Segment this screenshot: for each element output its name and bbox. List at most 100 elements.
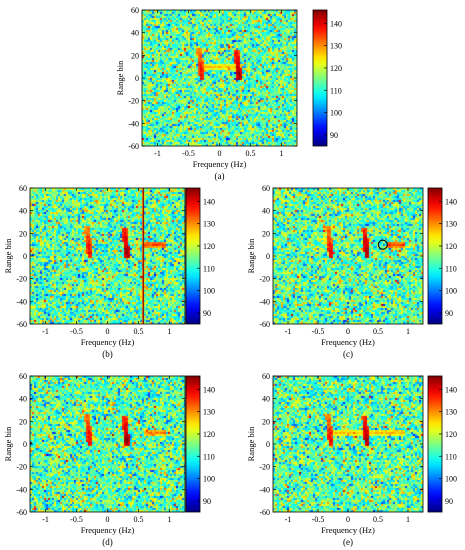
y-tick-label: 60 [262, 184, 270, 193]
y-tick-label: 40 [19, 207, 27, 216]
x-tick-label: 0.5 [373, 515, 383, 524]
y-tick-label: 40 [262, 207, 270, 216]
colorbar-tick-label: 100 [203, 475, 215, 484]
y-tick-label: -40 [16, 297, 27, 306]
colorbar-tick-label: 130 [330, 42, 342, 51]
panel-b: -1 -0.5 0 0.5 1 60 40 20 0 -20 -40 -60 Frequency (Hz… [3, 184, 215, 359]
y-tick-label: -20 [259, 275, 270, 284]
y-tick-label: -60 [16, 508, 27, 517]
x-tick-label: -0.5 [312, 327, 325, 336]
colorbar-tick-label: 120 [203, 242, 215, 251]
x-tick-label: 1 [280, 149, 284, 158]
y-tick-label: 60 [19, 372, 27, 381]
colorbar-tick-label: 120 [445, 242, 457, 251]
colorbar-d [185, 375, 201, 513]
colorbar-tick-label: 140 [203, 197, 215, 206]
colorbar-tick-label: 110 [203, 452, 215, 461]
panel-e: -1 -0.5 0 0.5 1 60 40 20 0 -20 -40 -60 Frequency (Hz… [246, 372, 457, 547]
colorbar-a [312, 9, 328, 147]
colorbar-tick-label: 120 [203, 430, 215, 439]
panel-caption: (d) [102, 537, 113, 547]
circle-marker [377, 239, 388, 250]
colorbar-tick-label: 90 [203, 497, 211, 506]
y-tick-label: 60 [19, 184, 27, 193]
y-tick-label: 0 [23, 252, 27, 261]
colorbar-tick-label: 90 [330, 131, 338, 140]
x-tick-label: -0.5 [312, 515, 325, 524]
x-tick-label: -1 [285, 327, 292, 336]
y-tick-label: 60 [131, 6, 139, 15]
x-tick-label: 0 [106, 327, 110, 336]
y-tick-label: 0 [23, 440, 27, 449]
x-tick-label: 0 [346, 327, 350, 336]
x-tick-label: 0.5 [134, 327, 144, 336]
y-tick-label: 20 [19, 229, 27, 238]
panel-caption: (e) [343, 537, 353, 547]
y-tick-label: 40 [19, 395, 27, 404]
heatmap-image-b [30, 188, 185, 324]
colorbar-tick-label: 140 [445, 385, 457, 394]
x-tick-label: 1 [168, 515, 172, 524]
colorbar-tick-label: 110 [203, 264, 215, 273]
colorbar-tick-label: 130 [203, 408, 215, 417]
x-tick-label: -0.5 [70, 515, 83, 524]
x-axis-label: Frequency (Hz) [81, 337, 135, 347]
y-tick-label: -40 [16, 485, 27, 494]
heatmap-image-d [30, 376, 185, 512]
x-tick-label: -1 [285, 515, 292, 524]
colorbar-tick-label: 100 [330, 109, 342, 118]
panel-caption: (b) [102, 349, 113, 359]
colorbar-tick-label: 140 [330, 19, 342, 28]
panel-a: -1 -0.5 0 0.5 1 60 40 20 0 -20 -40 -60 Frequency (Hz… [115, 6, 342, 181]
colorbar-tick-label: 120 [330, 64, 342, 73]
x-axis-label: Frequency (Hz) [81, 525, 135, 535]
y-axis-label: Range bin [3, 238, 13, 273]
y-tick-label: 20 [19, 417, 27, 426]
x-tick-label: 0 [218, 149, 222, 158]
y-axis-label: Range bin [115, 60, 125, 95]
colorbar-tick-label: 140 [203, 385, 215, 394]
x-tick-label: -1 [154, 149, 161, 158]
colorbar-tick-label: 100 [203, 287, 215, 296]
heatmap-image-a [142, 10, 297, 146]
y-tick-label: 60 [262, 372, 270, 381]
colorbar-b [185, 187, 201, 325]
colorbar-tick-label: 90 [203, 309, 211, 318]
panel-caption: (a) [215, 171, 225, 181]
y-tick-label: -20 [128, 97, 139, 106]
x-tick-label: 1 [406, 327, 410, 336]
y-tick-label: -60 [259, 508, 270, 517]
y-tick-label: -20 [16, 275, 27, 284]
x-tick-label: 0.5 [246, 149, 256, 158]
y-tick-label: 20 [262, 229, 270, 238]
panel-d: -1 -0.5 0 0.5 1 60 40 20 0 -20 -40 -60 Frequency (Hz… [3, 372, 215, 547]
colorbar-tick-label: 130 [445, 220, 457, 229]
y-tick-label: -60 [128, 142, 139, 151]
y-tick-label: 0 [266, 440, 270, 449]
x-tick-label: 0 [106, 515, 110, 524]
colorbar-tick-label: 130 [203, 220, 215, 229]
colorbar-e [427, 375, 443, 513]
y-tick-label: -40 [128, 119, 139, 128]
panel-caption: (c) [343, 349, 353, 359]
x-axis-label: Frequency (Hz) [321, 337, 375, 347]
colorbar-tick-label: 90 [445, 309, 453, 318]
y-tick-label: -20 [16, 463, 27, 472]
x-tick-label: 0 [346, 515, 350, 524]
colorbar-tick-label: 100 [445, 287, 457, 296]
y-tick-label: 40 [262, 395, 270, 404]
colorbar-tick-label: 140 [445, 197, 457, 206]
colorbar-tick-label: 90 [445, 497, 453, 506]
y-tick-label: 0 [266, 252, 270, 261]
heatmap-image-c [273, 188, 423, 324]
y-tick-label: 20 [131, 51, 139, 60]
x-tick-label: 0.5 [373, 327, 383, 336]
x-tick-label: -0.5 [182, 149, 195, 158]
y-tick-label: -60 [16, 320, 27, 329]
y-tick-label: -40 [259, 297, 270, 306]
colorbar-c [427, 187, 443, 325]
x-tick-label: 1 [406, 515, 410, 524]
colorbar-tick-label: 110 [445, 452, 457, 461]
x-axis-label: Frequency (Hz) [193, 159, 247, 169]
